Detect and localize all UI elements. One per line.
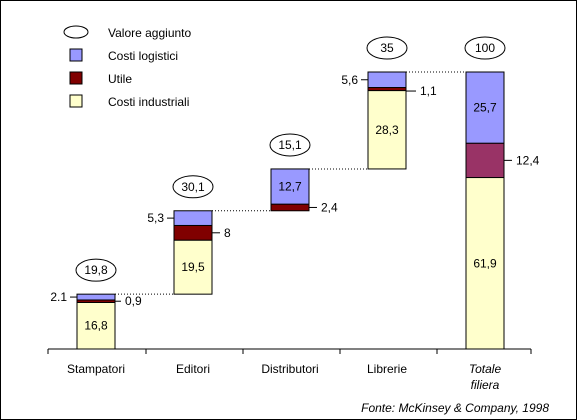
- bars: [76, 71, 505, 350]
- total-label-3: 15,1: [278, 138, 302, 152]
- data-labels: 16,8 2.1 0,9 19,5 5,3 8 12,7 2,4 28,3 5,6 1,1 61,9 2…: [50, 73, 539, 333]
- legend-label-4: Costi industriali: [108, 95, 189, 109]
- legend-label-3: Utile: [108, 72, 132, 86]
- label-industriali-5: 61,9: [473, 256, 497, 270]
- label-utile-5: 12,4: [516, 153, 540, 167]
- x-axis: Stampatori Editori Distributori Librerie Tot…: [47, 348, 532, 392]
- x-tick-label-5-1: Totale: [469, 362, 502, 376]
- label-industriali-2: 19,5: [181, 260, 205, 274]
- total-label-4: 35: [380, 41, 394, 55]
- legend-swatch-4: [69, 94, 83, 108]
- label-logistici-1: 2.1: [50, 290, 67, 304]
- label-industriali-1: 16,8: [84, 319, 108, 333]
- x-tick-label-3: Distributori: [261, 362, 318, 376]
- label-logistici-5: 25,7: [473, 101, 497, 115]
- total-label-2: 30,1: [181, 180, 205, 194]
- legend-swatch-3: [69, 71, 83, 85]
- total-bubble-2: [172, 175, 214, 199]
- legend-label-1: Valore aggiunto: [108, 26, 192, 40]
- label-logistici-3: 12,7: [278, 180, 302, 194]
- bar-segment-logistici-4: [367, 71, 407, 89]
- bar-segment-logistici-5: [465, 71, 505, 144]
- bar-segment-industriali-1: [76, 301, 116, 350]
- bar-segment-utile-5: [465, 142, 505, 179]
- label-utile-2: 8: [224, 226, 231, 240]
- total-bubbles: 19,8 30,1 15,1 35 100: [75, 36, 506, 282]
- bar-segment-logistici-3: [270, 168, 310, 205]
- label-utile-3: 2,4: [321, 200, 338, 214]
- source-note: Fonte: McKinsey & Company, 1998: [361, 401, 549, 415]
- bar-segment-logistici-2: [173, 210, 213, 226]
- total-bubble-4: [366, 36, 408, 60]
- total-bubble-5: [464, 36, 506, 60]
- label-industriali-4: 28,3: [375, 123, 399, 137]
- label-utile-4: 1,1: [420, 84, 437, 98]
- connectors: [115, 71, 466, 295]
- legend: Valore aggiunto Costi logistici Utile Costi…: [63, 25, 192, 109]
- bar-segment-logistici-1: [76, 293, 116, 301]
- total-bubble-1: [75, 258, 117, 282]
- label-logistici-2: 5,3: [147, 211, 164, 225]
- total-bubble-3: [269, 133, 311, 157]
- x-tick-label-1: Stampatori: [67, 362, 125, 376]
- legend-label-2: Costi logistici: [108, 49, 178, 63]
- bar-segment-industriali-4: [367, 90, 407, 170]
- legend-swatch-2: [69, 48, 83, 62]
- label-utile-1: 0,9: [125, 294, 142, 308]
- legend-swatch-valore-aggiunto: [63, 25, 89, 39]
- bar-segment-industriali-2: [173, 239, 213, 295]
- total-label-1: 19,8: [84, 263, 108, 277]
- bar-segment-utile-3: [270, 203, 310, 212]
- x-tick-label-4: Librerie: [367, 362, 407, 376]
- x-tick-label-2: Editori: [176, 362, 210, 376]
- bar-segment-utile-2: [173, 224, 213, 241]
- bar-segment-industriali-5: [465, 177, 505, 350]
- x-tick-label-5-2: filiera: [471, 378, 500, 392]
- label-logistici-4: 5,6: [341, 73, 358, 87]
- total-label-5: 100: [475, 41, 495, 55]
